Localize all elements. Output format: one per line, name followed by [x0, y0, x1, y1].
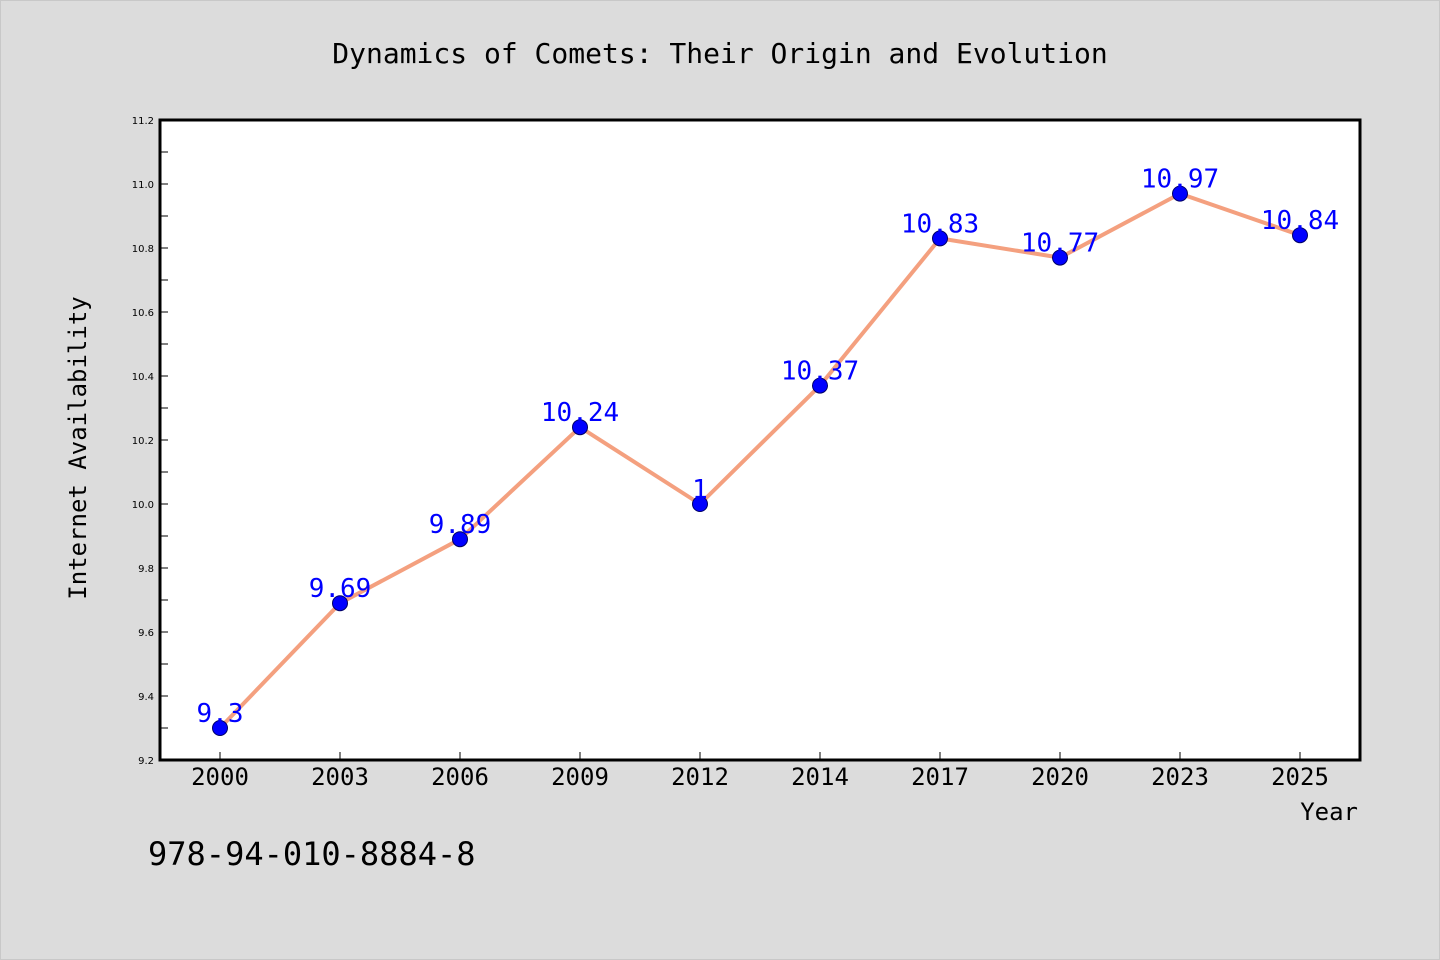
- data-label: 10.84: [1261, 206, 1339, 236]
- data-label: 10.77: [1021, 229, 1099, 259]
- data-point-marker: [212, 720, 228, 736]
- x-tick-label: 2000: [191, 763, 249, 791]
- data-point-marker: [452, 531, 468, 548]
- y-tick-label: 10.0: [132, 500, 154, 511]
- y-tick-label: 10.8: [132, 244, 154, 255]
- y-tick-label: 9.6: [138, 628, 154, 639]
- x-tick-label: 2012: [671, 763, 729, 791]
- data-label-layer: 9.3 9.69 9.89 10.24 1 10.37 10.83 10.77 10.97 10.…: [197, 165, 1340, 729]
- series-line-layer: [218, 191, 1302, 730]
- y-tick-label: 10.2: [132, 436, 154, 447]
- data-label: 10.83: [901, 209, 979, 239]
- data-point-marker: [692, 496, 708, 512]
- x-tick-label: 2025: [1271, 763, 1329, 791]
- x-tick-label: 2014: [791, 763, 849, 791]
- x-tick-label: 2017: [911, 763, 969, 791]
- data-label: 9.3: [197, 699, 244, 729]
- data-point-marker: [932, 230, 948, 247]
- data-point-marker: [812, 377, 828, 394]
- y-tick-label: 9.2: [138, 756, 154, 767]
- chart-title: Dynamics of Comets: Their Origin and Evo…: [332, 37, 1107, 70]
- y-axis-label: Internet Availability: [64, 296, 92, 599]
- y-tick-label: 11.0: [132, 180, 154, 191]
- isbn-text: 978-94-010-8884-8: [148, 835, 476, 873]
- x-axis-label: Year: [1300, 798, 1358, 826]
- data-label: 1: [692, 475, 708, 505]
- data-point-marker: [1052, 249, 1068, 266]
- data-label: 10.24: [541, 398, 619, 428]
- marker-layer: [212, 185, 1308, 736]
- x-tick-label: 2003: [311, 763, 369, 791]
- y-tick-label: 11.2: [132, 116, 154, 127]
- y-tick-label: 9.8: [138, 564, 154, 575]
- data-point-marker: [1172, 185, 1188, 202]
- y-axis: 9.2 9.4 9.6 9.8 10.0 10.2 10.4 10.6 10.8 11.0 11.2: [132, 116, 168, 767]
- data-label: 9.89: [429, 510, 492, 540]
- plot-area: [160, 120, 1360, 760]
- x-axis: 2000 2003 2006 2009 2012 2014 2017 2020 2023 2025: [191, 752, 1329, 791]
- data-point-marker: [1292, 227, 1308, 244]
- data-label: 10.97: [1141, 165, 1219, 195]
- x-tick-label: 2006: [431, 763, 489, 791]
- data-label: 10.37: [781, 357, 859, 387]
- x-tick-label: 2020: [1031, 763, 1089, 791]
- x-tick-label: 2023: [1151, 763, 1209, 791]
- series-line: [218, 191, 1302, 730]
- y-tick-label: 9.4: [138, 692, 154, 703]
- data-point-marker: [332, 595, 348, 612]
- data-label: 9.69: [309, 574, 372, 604]
- y-tick-label: 10.4: [132, 372, 154, 383]
- data-point-marker: [572, 419, 588, 436]
- x-tick-label: 2009: [551, 763, 609, 791]
- y-tick-label: 10.6: [132, 308, 154, 319]
